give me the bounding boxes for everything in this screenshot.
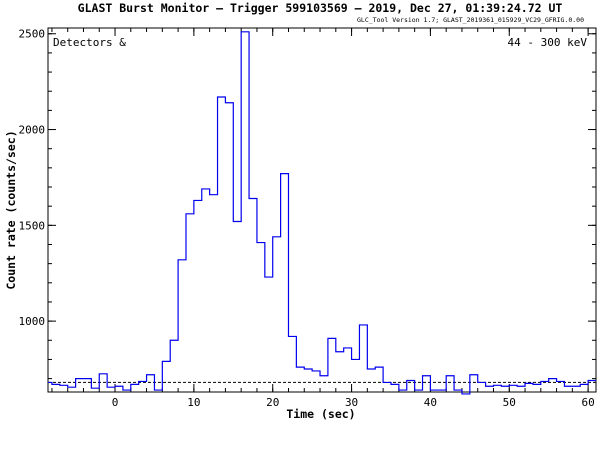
- x-tick-label: 50: [503, 396, 516, 409]
- y-axis-label: Count rate (counts/sec): [4, 130, 18, 289]
- minor-ticks: [48, 28, 596, 392]
- version-string: GLC_Tool Version 1.7; GLAST_2019361_0159…: [357, 16, 584, 24]
- x-tick-label: 40: [424, 396, 437, 409]
- y-tick-label: 2000: [19, 124, 46, 137]
- light-curve-series: [48, 31, 596, 395]
- x-tick-labels: 0 10 20 30 40 50 60: [112, 396, 595, 409]
- x-tick-label: 10: [187, 396, 200, 409]
- energy-range-label: 44 - 300 keV: [508, 36, 588, 49]
- y-tick-label: 1000: [19, 315, 46, 328]
- plot-area: [47, 27, 597, 393]
- x-tick-label: 0: [112, 396, 119, 409]
- x-tick-label: 20: [266, 396, 279, 409]
- major-ticks: [48, 28, 596, 392]
- series-layer: [48, 31, 596, 395]
- detectors-label: Detectors &: [53, 36, 126, 49]
- plot-title: GLAST Burst Monitor – Trigger 599103569 …: [78, 1, 563, 15]
- y-tick-label: 2500: [19, 28, 46, 41]
- x-axis-label: Time (sec): [286, 407, 355, 421]
- x-tick-label: 30: [345, 396, 358, 409]
- y-tick-label: 1500: [19, 219, 46, 232]
- y-tick-labels: 1000 1500 2000 2500: [19, 28, 46, 328]
- x-tick-label: 60: [581, 396, 594, 409]
